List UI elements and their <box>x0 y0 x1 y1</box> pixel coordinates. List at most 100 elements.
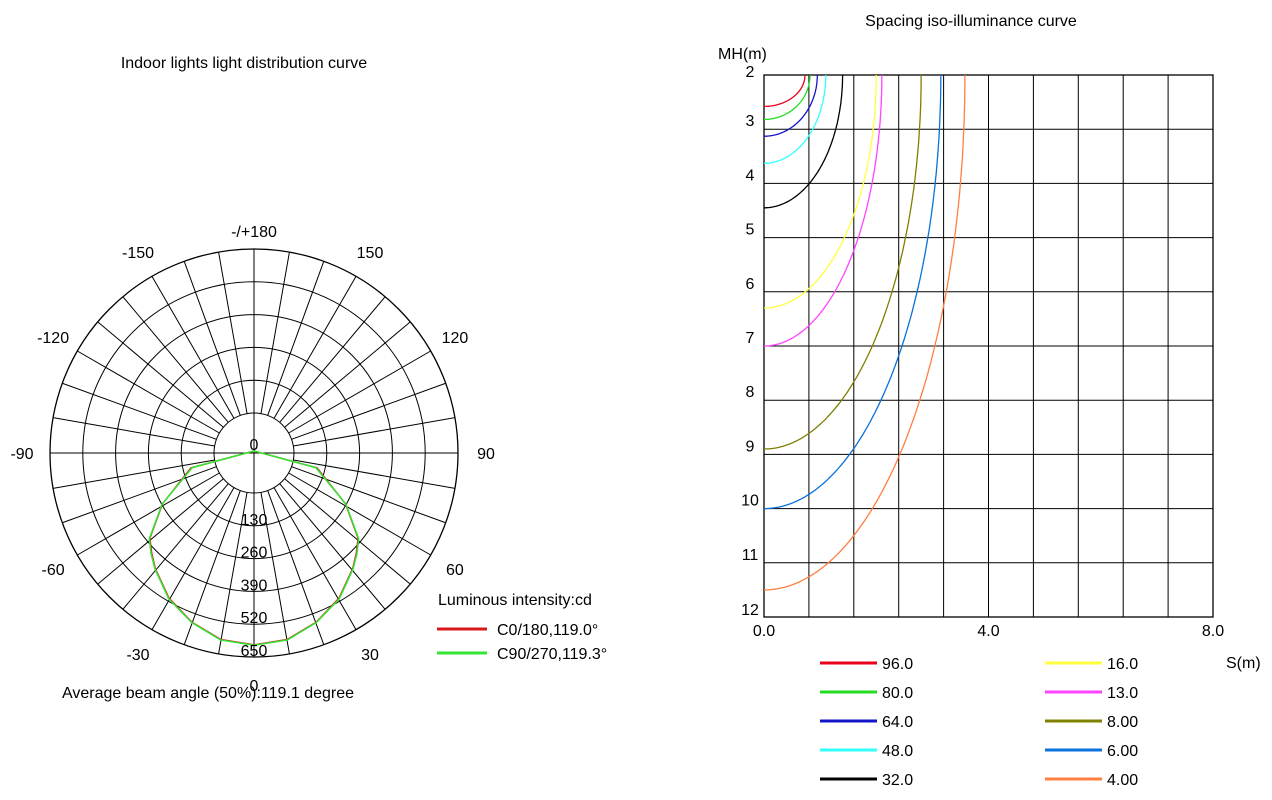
polar-grid-spoke <box>291 382 446 440</box>
polar-angle-labels: -/+180 -150 150 -120 120 -90 90 -60 60 -30 30 0 <box>10 224 495 695</box>
iso-y-tick-label: 6 <box>746 276 755 293</box>
polar-grid-spoke <box>151 276 235 419</box>
polar-angle-label: 150 <box>357 245 384 262</box>
iso-curve <box>764 75 818 137</box>
polar-grid-spoke <box>273 276 357 419</box>
iso-legend-label: 8.00 <box>1107 714 1138 731</box>
iso-curve <box>764 75 811 121</box>
polar-grid-spoke <box>77 350 220 434</box>
polar-grid-spoke <box>284 478 411 585</box>
polar-legend-label: C90/270,119.3° <box>497 646 607 663</box>
polar-angle-label: -90 <box>10 446 33 463</box>
polar-grid-spoke <box>53 459 215 489</box>
iso-x-axis-label: S(m) <box>1226 655 1261 672</box>
polar-grid-spoke <box>260 252 290 414</box>
iso-legend-label: 48.0 <box>882 743 913 760</box>
polar-title: Indoor lights light distribution curve <box>121 55 367 72</box>
iso-tick-labels: 2 3 4 5 6 7 8 9 10 11 12 0.0 4.0 8.0 <box>741 64 1224 640</box>
polar-grid-spoke <box>293 459 455 489</box>
polar-grid-spoke <box>183 261 241 416</box>
polar-grid-spoke <box>218 492 248 654</box>
polar-grid-spoke <box>122 483 229 610</box>
polar-angle-label: 90 <box>477 446 495 463</box>
polar-grid-spoke <box>97 478 224 585</box>
polar-angle-label: 0 <box>250 678 259 695</box>
polar-radial-labels: 0 130 260 390 520 650 <box>241 437 268 660</box>
polar-grid-spoke <box>288 472 431 556</box>
polar-radial-label: 520 <box>241 610 268 627</box>
polar-grid-spoke <box>291 466 446 524</box>
iso-chart: Spacing iso-illuminance curve MH(m) S(m)… <box>718 13 1261 789</box>
polar-grid-spoke <box>53 417 215 447</box>
polar-grid-spoke <box>77 472 220 556</box>
iso-curve <box>764 75 942 510</box>
iso-y-tick-label: 11 <box>742 547 759 564</box>
polar-grid-spoke <box>122 296 229 423</box>
polar-grid-spoke <box>62 382 217 440</box>
polar-beam-note: Average beam angle (50%):119.1 degree <box>62 685 354 702</box>
polar-grid-spoke <box>62 466 217 524</box>
polar-grid-spoke <box>279 483 386 610</box>
iso-title: Spacing iso-illuminance curve <box>865 13 1077 30</box>
polar-legend-label: C0/180,119.0° <box>497 622 598 639</box>
iso-curve <box>764 75 966 591</box>
iso-legend-label: 13.0 <box>1107 685 1138 702</box>
polar-radial-label: 0 <box>250 437 259 454</box>
iso-legend-label: 16.0 <box>1107 656 1138 673</box>
polar-grid-spoke <box>260 492 290 654</box>
iso-legend-label: 64.0 <box>882 714 913 731</box>
polar-angle-label: -60 <box>42 562 65 579</box>
polar-grid-spoke <box>288 350 431 434</box>
polar-grid-spoke <box>273 487 357 630</box>
iso-x-tick-label: 4.0 <box>977 623 999 640</box>
polar-radial-label: 130 <box>241 512 268 529</box>
polar-chart: Indoor lights light distribution curve -… <box>10 55 607 702</box>
polar-legend-title: Luminous intensity:cd <box>438 592 592 609</box>
iso-legend-label: 6.00 <box>1107 743 1138 760</box>
iso-y-tick-label: 7 <box>746 330 755 347</box>
polar-angle-label: 120 <box>442 330 469 347</box>
polar-angle-label: -30 <box>126 647 149 664</box>
iso-curve <box>764 75 877 309</box>
polar-grid-spoke <box>293 417 455 447</box>
iso-curve <box>764 75 827 164</box>
polar-angle-label: -150 <box>122 245 154 262</box>
iso-y-axis-label: MH(m) <box>718 46 767 63</box>
iso-y-tick-label: 2 <box>746 64 755 81</box>
iso-x-tick-label: 8.0 <box>1202 623 1224 640</box>
polar-angle-label: 30 <box>361 647 379 664</box>
iso-legend-label: 80.0 <box>882 685 913 702</box>
polar-grid-spoke <box>267 490 325 645</box>
polar-radial-label: 260 <box>241 545 268 562</box>
iso-curve <box>764 75 844 209</box>
iso-x-tick-label: 0.0 <box>753 623 775 640</box>
iso-y-tick-label: 10 <box>741 493 759 510</box>
iso-legend-label: 4.00 <box>1107 772 1138 789</box>
iso-y-tick-label: 3 <box>746 113 755 130</box>
polar-radial-label: 390 <box>241 577 268 594</box>
iso-curve <box>764 75 922 450</box>
polar-radial-label: 650 <box>241 643 268 660</box>
iso-y-tick-label: 12 <box>741 602 759 619</box>
polar-series-line <box>148 450 360 646</box>
iso-curve <box>764 75 883 347</box>
polar-grid-spoke <box>151 487 235 630</box>
iso-y-tick-label: 4 <box>746 167 755 184</box>
polar-angle-label: 60 <box>446 562 464 579</box>
polar-grid-spoke <box>218 252 248 414</box>
polar-legend: C0/180,119.0° C90/270,119.3° <box>437 622 607 663</box>
polar-angle-label: -120 <box>37 330 69 347</box>
iso-legend: 96.0 80.0 64.0 48.0 32.0 16.0 13.0 8.00 6.00 4.00 <box>820 656 1138 789</box>
polar-grid <box>49 248 459 658</box>
iso-y-tick-label: 8 <box>746 384 755 401</box>
polar-series <box>148 450 360 646</box>
iso-curves <box>764 75 966 591</box>
polar-angle-label: -/+180 <box>231 224 277 241</box>
iso-y-tick-label: 5 <box>746 222 755 239</box>
polar-grid-spoke <box>284 321 411 428</box>
iso-legend-label: 32.0 <box>882 772 913 789</box>
iso-curve <box>764 75 806 108</box>
polar-grid-spoke <box>97 321 224 428</box>
iso-y-tick-label: 9 <box>746 438 755 455</box>
